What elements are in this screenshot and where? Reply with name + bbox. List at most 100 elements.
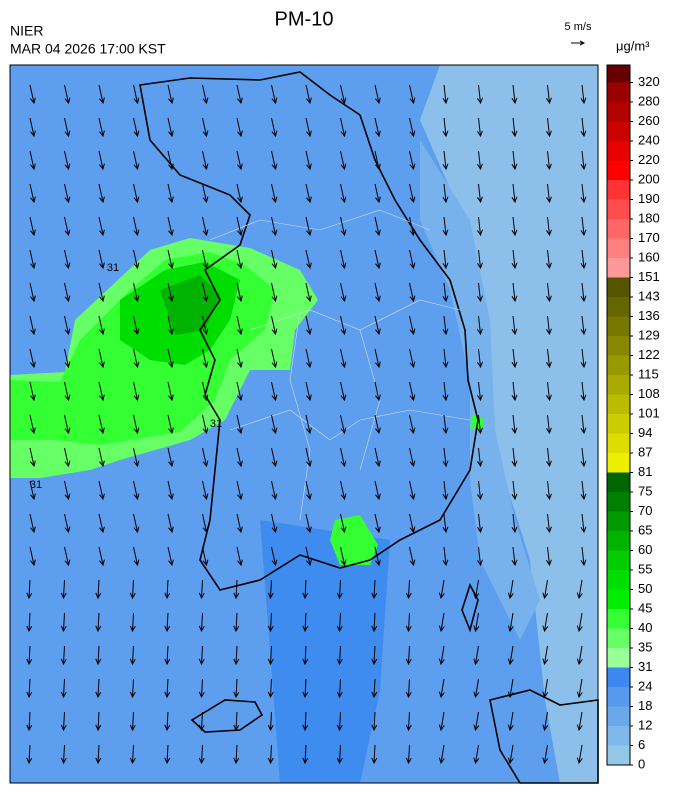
wind-arrow [546,84,552,105]
colorbar-label: 87 [638,444,652,459]
wind-arrow [198,744,205,765]
wind-arrow [546,216,552,237]
wind-scale-arrow [571,40,586,46]
wind-arrow [29,150,36,171]
high-zone [260,520,390,783]
wind-arrow [29,480,36,501]
wind-arrow [336,645,343,666]
wind-arrow [374,546,381,567]
colorbar-swatch [607,687,630,707]
wind-arrow [202,282,209,303]
timestamp: MAR 04 2026 17:00 KST [10,41,166,57]
wind-arrow [542,579,549,600]
wind-arrow [236,282,243,303]
wind-arrow [198,645,205,666]
colorbar-swatch [607,726,630,746]
wind-arrow [442,513,449,534]
wind-arrow [374,315,381,336]
wind-arrow [29,183,36,204]
wind-arrow [374,150,381,171]
wind-arrow [580,216,587,237]
wind-arrow [442,315,449,336]
wind-arrow [98,414,105,435]
colorbar-label: 151 [638,269,660,284]
wind-arrow [442,282,449,303]
colorbar-label: 108 [638,386,660,401]
wind-scale-label: 5 m/s [565,21,592,33]
wind-arrow [340,216,347,237]
wind-arrow [371,612,378,633]
colorbar-label: 65 [638,522,652,537]
wind-arrow [133,150,140,171]
wind-arrow [167,381,174,402]
wind-arrow [546,117,552,138]
wind-arrow [95,579,102,600]
pm-zone-60 [160,275,220,335]
colorbar-swatch [607,141,630,161]
wind-arrow [233,579,240,600]
wind-arrow [340,249,347,270]
wind-arrow [64,150,71,171]
colorbar-swatch [607,394,630,414]
wind-arrow [511,150,518,171]
wind-arrow [167,84,174,105]
colorbar-swatch [607,609,630,629]
wind-arrow [438,612,445,633]
wind-arrow [133,84,140,105]
wind-arrow [409,381,416,402]
wind-arrow [580,447,587,468]
wind-arrow [98,315,105,336]
wind-arrow [576,711,583,732]
wind-arrow [133,381,140,402]
colorbar-label: 18 [638,698,652,713]
colorbar-swatch [607,375,630,395]
wind-arrow [271,84,278,105]
wind-arrow [133,282,140,303]
colorbar-swatch [607,65,630,83]
wind-arrow [271,447,278,468]
wind-arrow [133,249,140,270]
wind-arrow [340,480,347,501]
colorbar-label: 55 [638,561,652,576]
wind-arrow [409,150,416,171]
wind-arrow [271,480,278,501]
wind-arrow [64,546,71,567]
wind-arrow [129,711,136,732]
colorbar-swatch [607,433,630,453]
wind-arrow [477,381,483,402]
wind-arrow [267,711,274,732]
wind-arrow [507,711,514,732]
wind-arrow [507,678,514,699]
wind-arrow [477,480,483,501]
colorbar-frame [606,64,631,766]
colorbar-label: 75 [638,483,652,498]
wind-arrow [64,282,71,303]
colorbar-label: 170 [638,230,660,245]
wind-arrow [546,249,552,270]
wind-arrow [442,216,449,237]
wind-arrow [442,447,449,468]
colorbar-label: 240 [638,132,660,147]
wind-arrow [202,315,209,336]
wind-arrow [167,282,174,303]
wind-arrow [236,249,243,270]
wind-arrow [236,216,243,237]
wind-arrow [26,711,33,732]
wind-arrow [409,447,416,468]
wind-arrow [98,546,105,567]
wind-arrow [64,414,71,435]
wind-arrow [271,315,278,336]
wind-arrow [546,414,552,435]
wind-arrow [405,711,412,732]
wind-arrow [409,183,416,204]
wind-arrow [29,546,36,567]
wind-arrow [305,414,312,435]
colorbar-label: 12 [638,717,652,732]
wind-arrow [60,744,67,765]
wind-arrow [233,645,240,666]
wind-arrow [64,348,71,369]
wind-arrow [305,513,312,534]
wind-arrow [477,282,483,303]
wind-arrow [167,183,174,204]
wind-arrow [580,249,587,270]
